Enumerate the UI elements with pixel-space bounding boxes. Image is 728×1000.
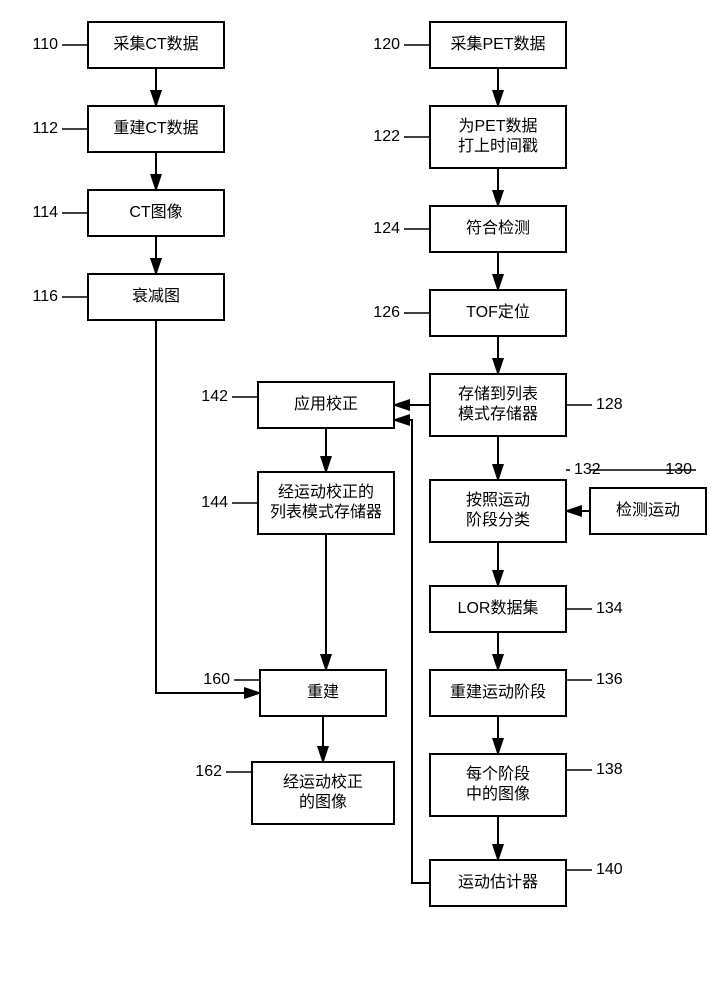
node-label: 采集CT数据 <box>113 35 198 53</box>
node-label: CT图像 <box>129 203 182 221</box>
node-label: 经运动校正 <box>283 773 363 791</box>
node-label: 每个阶段 <box>466 765 530 783</box>
node-n132: 按照运动阶段分类132 <box>430 461 601 542</box>
node-n136: 重建运动阶段 136 <box>430 670 623 716</box>
node-label: 符合检测 <box>466 219 530 237</box>
flowchart: 采集CT数据 110 重建CT数据 112 CT图像 114 衰减图 116 采集PET数据 12… <box>0 0 728 1000</box>
node-number: 116 <box>32 288 58 305</box>
node-number: 138 <box>596 761 623 778</box>
node-n126: TOF定位 126 <box>373 290 566 336</box>
node-n122: 为PET数据打上时间戳 122 <box>373 106 566 168</box>
node-n134: LOR数据集 134 <box>430 586 623 632</box>
node-number: 128 <box>596 396 623 413</box>
node-label: 打上时间戳 <box>458 137 538 155</box>
node-n116: 衰减图 116 <box>32 274 224 320</box>
node-label: 应用校正 <box>294 394 358 413</box>
node-n110: 采集CT数据 110 <box>32 22 224 68</box>
node-n162: 经运动校正的图像 162 <box>195 762 394 824</box>
node-label: 中的图像 <box>466 785 530 803</box>
node-label: TOF定位 <box>466 303 530 321</box>
edge <box>394 420 430 883</box>
node-label: 运动估计器 <box>458 873 538 891</box>
node-number: 160 <box>203 671 230 688</box>
node-number: 142 <box>201 388 228 405</box>
node-number: 110 <box>32 36 58 53</box>
node-label: 采集PET数据 <box>450 35 545 53</box>
node-label: 经运动校正的 <box>278 483 374 501</box>
node-number: 162 <box>195 763 222 780</box>
node-label: 列表模式存储器 <box>270 503 382 521</box>
node-n114: CT图像 114 <box>32 190 224 236</box>
node-label: 存储到列表 <box>458 385 538 403</box>
node-n138: 每个阶段中的图像 138 <box>430 754 623 816</box>
node-number: 144 <box>201 494 228 511</box>
node-number: 134 <box>596 600 623 617</box>
node-label: 检测运动 <box>616 501 680 519</box>
node-label: 为PET数据 <box>458 117 537 135</box>
node-label: 阶段分类 <box>466 511 530 529</box>
node-n130: 检测运动130 <box>590 461 706 534</box>
node-number: 122 <box>373 128 400 145</box>
node-n124: 符合检测 124 <box>373 206 566 252</box>
node-label: 按照运动 <box>466 491 530 509</box>
node-number: 136 <box>596 671 623 688</box>
node-n140: 运动估计器 140 <box>430 860 623 906</box>
node-label: 重建 <box>307 683 339 701</box>
node-n112: 重建CT数据 112 <box>32 106 224 152</box>
node-number: 140 <box>596 861 623 878</box>
node-number: 126 <box>373 304 400 321</box>
node-label: LOR数据集 <box>458 599 539 617</box>
node-label: 重建CT数据 <box>113 119 198 137</box>
node-number: 114 <box>32 204 58 221</box>
node-n144: 经运动校正的列表模式存储器 144 <box>201 472 394 534</box>
node-label: 重建运动阶段 <box>450 683 546 701</box>
node-label: 的图像 <box>299 793 347 811</box>
node-n120: 采集PET数据 120 <box>373 22 566 68</box>
node-label: 模式存储器 <box>458 405 538 423</box>
node-number: 120 <box>373 36 400 53</box>
node-label: 衰减图 <box>132 287 180 305</box>
node-number: 124 <box>373 220 400 237</box>
node-n142: 应用校正 142 <box>201 382 394 428</box>
node-number: 112 <box>32 120 58 137</box>
node-n128: 存储到列表模式存储器 128 <box>430 374 623 436</box>
